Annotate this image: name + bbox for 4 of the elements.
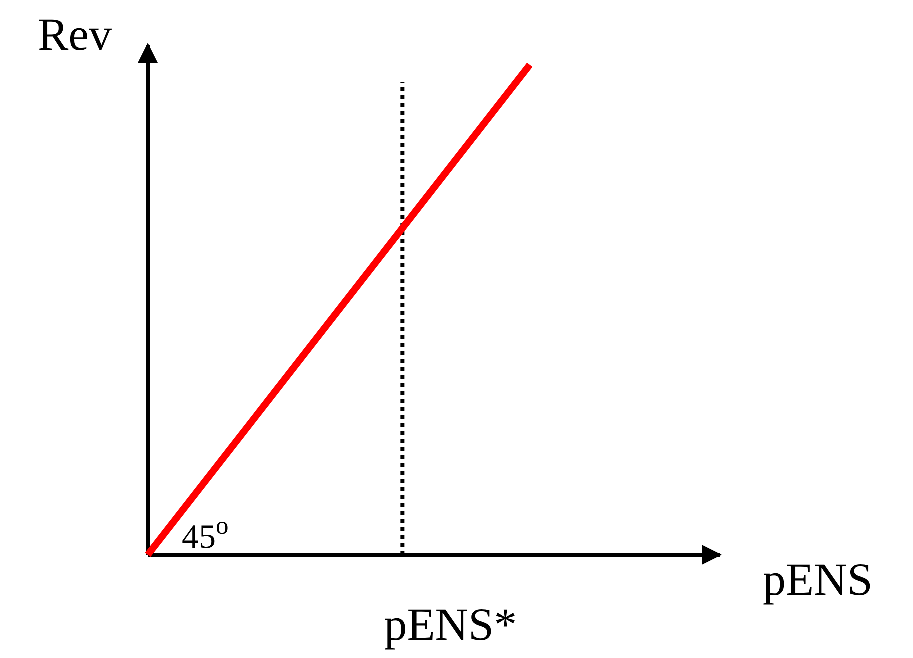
y-axis-title: Rev xyxy=(38,9,112,60)
text: pENS* xyxy=(384,599,518,650)
annotation: 45$^{o}$ xyxy=(182,510,229,556)
x-axis-title: pENS xyxy=(763,554,873,605)
